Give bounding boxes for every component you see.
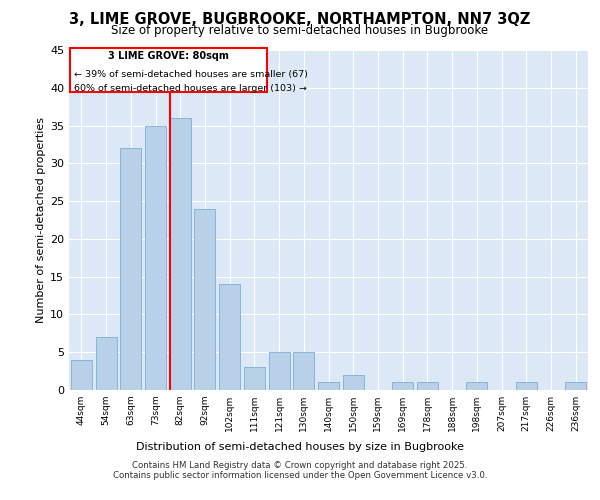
Bar — [145, 126, 166, 390]
Bar — [417, 382, 438, 390]
Bar — [466, 382, 487, 390]
Bar — [293, 352, 314, 390]
Text: Size of property relative to semi-detached houses in Bugbrooke: Size of property relative to semi-detach… — [112, 24, 488, 37]
Bar — [244, 368, 265, 390]
Text: Contains HM Land Registry data © Crown copyright and database right 2025.
Contai: Contains HM Land Registry data © Crown c… — [113, 460, 487, 480]
Bar — [343, 375, 364, 390]
Text: 3, LIME GROVE, BUGBROOKE, NORTHAMPTON, NN7 3QZ: 3, LIME GROVE, BUGBROOKE, NORTHAMPTON, N… — [70, 12, 530, 28]
Text: ← 39% of semi-detached houses are smaller (67): ← 39% of semi-detached houses are smalle… — [74, 70, 308, 80]
Bar — [565, 382, 586, 390]
Bar — [95, 337, 116, 390]
Bar — [269, 352, 290, 390]
Bar — [392, 382, 413, 390]
Text: 3 LIME GROVE: 80sqm: 3 LIME GROVE: 80sqm — [108, 51, 229, 61]
Text: 60% of semi-detached houses are larger (103) →: 60% of semi-detached houses are larger (… — [74, 84, 307, 93]
Bar — [170, 118, 191, 390]
Bar — [194, 208, 215, 390]
Bar — [516, 382, 537, 390]
Text: Distribution of semi-detached houses by size in Bugbrooke: Distribution of semi-detached houses by … — [136, 442, 464, 452]
Bar — [120, 148, 141, 390]
Bar — [318, 382, 339, 390]
Bar — [71, 360, 92, 390]
FancyBboxPatch shape — [70, 48, 267, 92]
Y-axis label: Number of semi-detached properties: Number of semi-detached properties — [36, 117, 46, 323]
Bar — [219, 284, 240, 390]
